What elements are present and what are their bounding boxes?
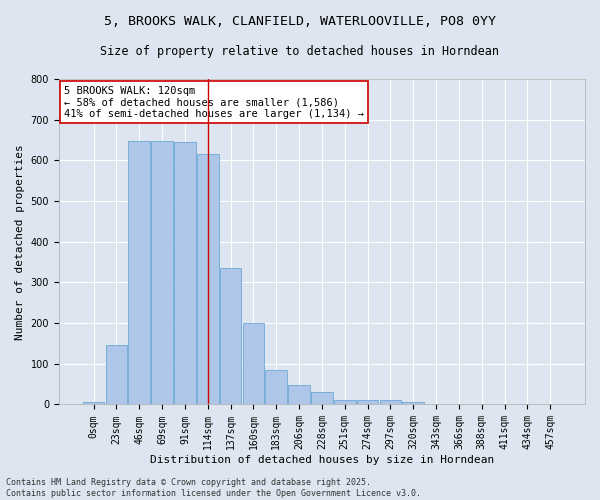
Bar <box>242 323 264 404</box>
X-axis label: Distribution of detached houses by size in Horndean: Distribution of detached houses by size … <box>150 455 494 465</box>
Bar <box>83 402 104 404</box>
Bar <box>357 400 379 404</box>
Bar <box>380 400 401 404</box>
Bar <box>151 141 173 405</box>
Y-axis label: Number of detached properties: Number of detached properties <box>15 144 25 340</box>
Text: Contains HM Land Registry data © Crown copyright and database right 2025.
Contai: Contains HM Land Registry data © Crown c… <box>6 478 421 498</box>
Bar <box>106 346 127 405</box>
Bar <box>174 142 196 405</box>
Bar <box>197 154 218 404</box>
Bar <box>265 370 287 404</box>
Bar <box>220 268 241 404</box>
Text: 5, BROOKS WALK, CLANFIELD, WATERLOOVILLE, PO8 0YY: 5, BROOKS WALK, CLANFIELD, WATERLOOVILLE… <box>104 15 496 28</box>
Bar <box>334 400 356 404</box>
Text: 5 BROOKS WALK: 120sqm
← 58% of detached houses are smaller (1,586)
41% of semi-d: 5 BROOKS WALK: 120sqm ← 58% of detached … <box>64 86 364 118</box>
Bar <box>311 392 333 404</box>
Bar <box>128 141 150 405</box>
Bar <box>288 386 310 404</box>
Text: Size of property relative to detached houses in Horndean: Size of property relative to detached ho… <box>101 45 499 58</box>
Bar <box>403 402 424 404</box>
